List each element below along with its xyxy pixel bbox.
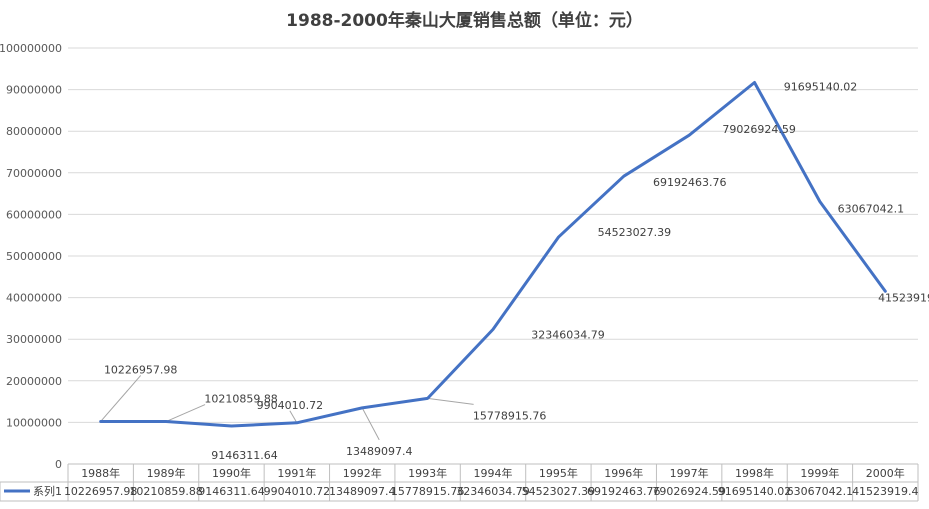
data-label: 9146311.64 [211,449,277,462]
x-category-label: 1990年 [212,466,251,480]
table-value-cell: 91695140.02 [718,485,791,498]
data-label: 10210859.88 [204,393,277,406]
y-tick-label: 90000000 [6,84,62,97]
x-category-label: 1997年 [670,466,709,480]
data-label-leader-lines [100,375,474,441]
table-value-cell: 63067042.1 [787,485,853,498]
table-value-cell: 13489097.4 [329,485,395,498]
table-value-cell: 54523027.39 [522,485,595,498]
series-line [99,81,887,428]
y-tick-label: 50000000 [6,250,62,263]
x-category-label: 1995年 [539,466,578,480]
chart-title: 1988-2000年秦山大厦销售总额（单位：元） [286,11,643,31]
data-label-leader [165,404,206,422]
data-label: 63067042.1 [838,203,904,216]
y-tick-label: 20000000 [6,375,62,388]
table-value-cell: 9146311.64 [198,485,264,498]
data-label: 91695140.02 [784,81,857,94]
y-tick-label: 60000000 [6,208,62,221]
x-category-label: 1988年 [81,466,120,480]
x-category-label: 1992年 [343,466,382,480]
y-tick-label: 10000000 [6,416,62,429]
legend-series-name: 系列1 [33,484,62,498]
x-category-label: 1989年 [147,466,186,480]
table-value-cell: 9904010.72 [264,485,330,498]
data-label: 41523919.4 [878,291,929,304]
table-value-cell: 41523919.4 [852,485,918,498]
data-label: 32346034.79 [531,328,604,341]
data-label-leader [289,410,298,424]
data-table: 1988年 10226957.98 1989年 10210859.88 1990年 914… [0,463,919,502]
x-category-label: 1994年 [474,466,513,480]
data-label: 10226957.98 [104,363,177,376]
series-line-系列1 [99,81,887,428]
x-category-label: 1991年 [277,466,316,480]
y-axis-tick-labels: 0 10000000 20000000 30000000 40000000 5000000… [0,42,62,471]
data-labels: 10226957.98 10210859.88 9146311.64 9904010.… [104,81,929,462]
table-value-cell: 10226957.98 [64,485,137,498]
y-tick-label: 40000000 [6,292,62,305]
table-value-cell: 79026924.59 [652,485,725,498]
table-value-cell: 10210859.88 [129,485,202,498]
data-label-leader [361,407,380,441]
y-tick-label: 0 [55,458,62,471]
data-label: 13489097.4 [346,445,412,458]
y-tick-label: 100000000 [0,42,62,55]
x-category-label: 1999年 [800,466,839,480]
y-tick-label: 80000000 [6,125,62,138]
table-value-cell: 15778915.76 [391,485,464,498]
y-tick-label: 70000000 [6,167,62,180]
x-category-label: 1996年 [604,466,643,480]
data-label: 79026924.59 [722,123,795,136]
data-label: 15778915.76 [473,409,546,422]
data-label: 9904010.72 [257,399,323,412]
table-value-cell: 69192463.76 [587,485,660,498]
data-label-leader [100,375,142,422]
table-value-cell: 32346034.79 [456,485,529,498]
x-category-label: 1998年 [735,466,774,480]
y-tick-label: 30000000 [6,333,62,346]
x-category-label: 1993年 [408,466,447,480]
data-label: 54523027.39 [598,226,671,239]
gridlines [68,47,918,465]
x-category-label: 2000年 [866,466,905,480]
data-label-leader [427,397,474,405]
data-label: 69192463.76 [653,176,726,189]
